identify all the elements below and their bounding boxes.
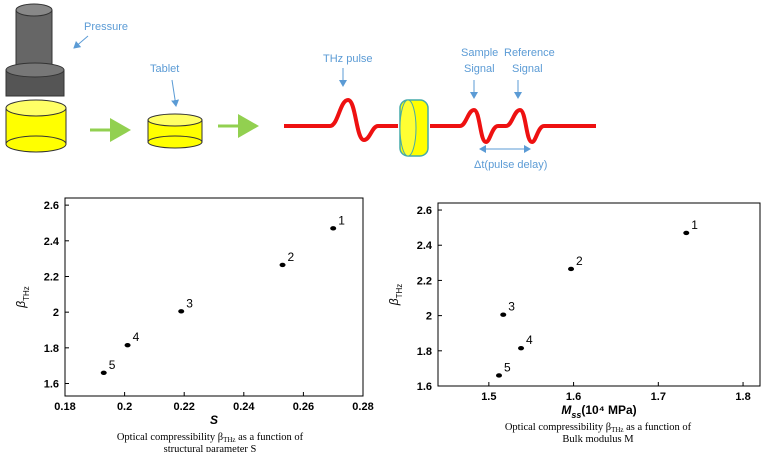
label-sample: Sample	[461, 47, 498, 59]
x-tick-label: 0.28	[352, 401, 373, 413]
y-tick-label: 2.4	[44, 236, 60, 248]
y-axis-label-sub: THz	[22, 286, 31, 301]
label-thz: THz pulse	[323, 53, 373, 65]
y-tick-label: 2.4	[417, 240, 433, 252]
y-tick-label: 1.6	[44, 379, 59, 391]
y-axis-label: βTHz	[14, 286, 31, 309]
point	[100, 370, 107, 376]
x-tick-label: 0.22	[173, 401, 194, 413]
x-tick-label: 0.24	[233, 401, 255, 413]
x-tick-label: 0.18	[54, 401, 75, 413]
y-tick-label: 1.8	[44, 343, 59, 355]
label-reference: Reference	[504, 47, 555, 59]
label-pressure: Pressure	[84, 21, 128, 33]
point	[124, 342, 131, 348]
press-diagram: Pressure Tablet THz pulse Sample Signal …	[5, 3, 596, 171]
caption-text: as a function of	[624, 422, 692, 433]
point-label: 5	[109, 358, 116, 372]
caption: Optical compressibility βTHz as a functi…	[117, 432, 304, 444]
label-reference: Signal	[512, 63, 543, 75]
point	[518, 345, 525, 351]
caption-sub: THz	[223, 436, 235, 444]
x-axis-label: S	[210, 413, 218, 427]
point-label: 3	[186, 296, 193, 310]
point-label: 3	[508, 300, 515, 314]
caption-text: as a function of	[236, 432, 304, 443]
label-sample: Signal	[464, 63, 495, 75]
x-axis-label-unit: (10⁴ MPa)	[581, 403, 636, 417]
x-axis-label-main: M	[561, 403, 572, 417]
point	[568, 266, 575, 272]
y-tick-label: 1.6	[417, 381, 432, 393]
point	[500, 312, 507, 317]
point	[496, 373, 503, 378]
y-axis-label-main: β	[387, 298, 401, 306]
point-label: 2	[576, 254, 583, 268]
x-tick-label: 1.7	[651, 391, 666, 403]
x-tick-label: 0.26	[293, 401, 314, 413]
point-label: 4	[526, 333, 533, 347]
y-axis-label-main: β	[14, 301, 28, 309]
point	[330, 226, 337, 231]
plot-frame	[437, 202, 761, 387]
point	[178, 309, 185, 314]
y-tick-label: 2.6	[44, 200, 59, 212]
point-label: 5	[504, 360, 511, 374]
x-tick-label: 1.8	[735, 391, 750, 403]
x-axis-label-sub: ss	[571, 410, 581, 420]
point-label: 4	[133, 330, 140, 344]
y-tick-label: 2	[53, 307, 59, 319]
point-label: 1	[691, 218, 698, 232]
caption-sub: THz	[611, 426, 623, 434]
caption: Bulk modulus M	[562, 434, 634, 445]
point-label: 1	[338, 213, 345, 227]
label-delay: Δt(pulse delay)	[474, 159, 547, 171]
x-tick-label: 0.2	[117, 401, 132, 413]
caption-text: Optical compressibility β	[505, 422, 611, 433]
y-axis-label: βTHz	[387, 284, 404, 307]
caption-text: Optical compressibility β	[117, 432, 223, 443]
caption: structural parameter S	[164, 444, 257, 452]
plot-frame	[64, 197, 364, 397]
caption: Optical compressibility βTHz as a functi…	[505, 422, 692, 434]
y-tick-label: 2.2	[44, 271, 59, 283]
x-tick-label: 1.6	[566, 391, 581, 403]
point-label: 2	[288, 250, 295, 264]
y-axis-label-sub: THz	[395, 284, 404, 299]
point	[279, 262, 286, 268]
y-tick-label: 2.2	[417, 275, 432, 287]
y-tick-label: 2.6	[417, 205, 432, 217]
point	[683, 230, 690, 236]
y-tick-label: 1.8	[417, 346, 432, 358]
x-tick-label: 1.5	[481, 391, 496, 403]
x-axis-label-main: S	[210, 413, 218, 427]
y-tick-label: 2	[426, 311, 432, 323]
x-axis-label: Mss(10⁴ MPa)	[561, 403, 636, 420]
label-tablet: Tablet	[150, 63, 179, 75]
